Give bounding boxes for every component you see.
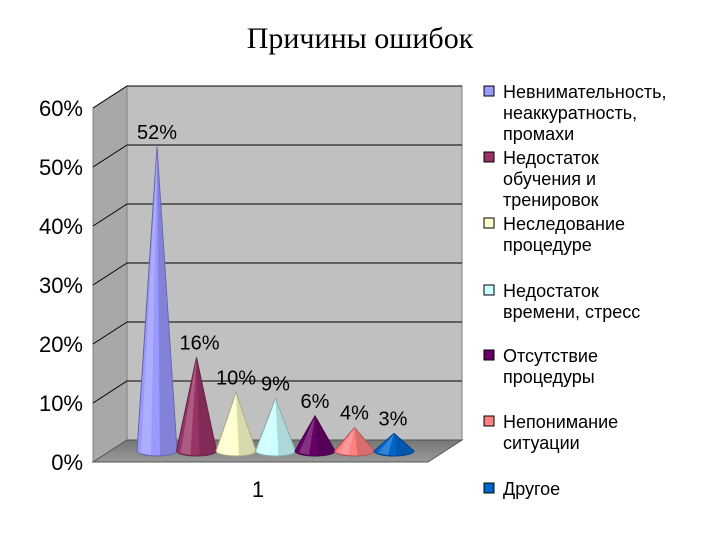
cone-3 bbox=[215, 390, 257, 457]
data-label: 4% bbox=[340, 403, 369, 425]
legend-swatch bbox=[483, 85, 495, 97]
cone-highlight bbox=[141, 146, 157, 456]
cone-shade bbox=[236, 392, 257, 456]
cone-shade bbox=[275, 398, 296, 456]
legend-swatch bbox=[483, 482, 495, 494]
data-label: 52% bbox=[137, 122, 177, 144]
legend-label: Непонимание bbox=[503, 412, 618, 432]
gridline-side bbox=[92, 321, 128, 345]
legend-label: Недостаток bbox=[503, 148, 599, 168]
legend-label: Невнимательность, bbox=[503, 82, 666, 102]
data-label: 9% bbox=[261, 373, 290, 395]
cone-shade bbox=[394, 433, 415, 456]
gridline-side bbox=[92, 85, 128, 109]
cone-highlight bbox=[220, 392, 236, 455]
legend-label: неаккуратность, bbox=[503, 103, 637, 123]
cone-highlight bbox=[180, 357, 197, 455]
gridline-side bbox=[92, 380, 128, 404]
data-label: 6% bbox=[301, 391, 330, 413]
legend-label: Другое bbox=[503, 479, 560, 499]
legend-label: тренировок bbox=[503, 190, 599, 210]
cone-5 bbox=[294, 414, 336, 457]
legend-swatch bbox=[483, 349, 495, 361]
legend-swatch bbox=[483, 284, 495, 296]
chart-title: Причины ошибок bbox=[246, 22, 474, 55]
y-axis-ticks: 0% 10% 20% 30% 40% 50% 60% bbox=[39, 96, 83, 475]
cone-highlight bbox=[259, 398, 276, 455]
gridline-side bbox=[92, 144, 128, 168]
y-tick-label: 40% bbox=[39, 214, 83, 239]
y-tick-label: 0% bbox=[51, 450, 83, 475]
legend-swatch bbox=[483, 415, 495, 427]
y-tick-label: 30% bbox=[39, 273, 83, 298]
cone-2 bbox=[175, 357, 218, 457]
legend-label: процедуре bbox=[503, 235, 592, 255]
legend-entry: Другое bbox=[483, 479, 560, 499]
cone-4 bbox=[254, 396, 297, 457]
legend-label: обучения и bbox=[503, 169, 596, 189]
legend-label: времени, стресс bbox=[503, 302, 640, 322]
cone-highlight bbox=[338, 427, 355, 455]
legend-label: промахи bbox=[503, 124, 574, 144]
legend: Невнимательность,неаккуратность,промахиН… bbox=[483, 82, 666, 499]
y-tick-label: 20% bbox=[39, 332, 83, 357]
y-tick-label: 50% bbox=[39, 155, 83, 180]
legend-label: Неследование bbox=[503, 214, 625, 234]
data-labels: 52% 16% 10% 9% 6% 4% 3% bbox=[137, 122, 408, 431]
legend-swatch bbox=[483, 217, 495, 229]
legend-label: Отсутствие bbox=[503, 346, 598, 366]
gridlines bbox=[92, 85, 462, 404]
cone-1 bbox=[136, 146, 178, 457]
data-label: 3% bbox=[379, 408, 408, 430]
cone-shade bbox=[196, 357, 217, 456]
legend-entry: Невнимательность,неаккуратность,промахи bbox=[483, 82, 666, 144]
legend-swatch bbox=[483, 151, 495, 163]
gridline-side bbox=[92, 262, 128, 286]
cones bbox=[136, 146, 415, 457]
data-label: 10% bbox=[216, 368, 256, 390]
cone-shade bbox=[354, 427, 375, 456]
y-tick-label: 10% bbox=[39, 391, 83, 416]
cone-shade bbox=[315, 415, 336, 456]
legend-label: процедуры bbox=[503, 367, 595, 387]
legend-label: ситуации bbox=[503, 433, 580, 453]
cone-highlight bbox=[378, 433, 394, 455]
x-category-label: 1 bbox=[252, 477, 264, 502]
gridline-side bbox=[92, 203, 128, 227]
legend-label: Недостаток bbox=[503, 281, 599, 301]
data-label: 16% bbox=[179, 332, 219, 354]
y-tick-label: 60% bbox=[39, 96, 83, 121]
cone-7 bbox=[373, 432, 415, 457]
x-axis: 1 bbox=[252, 477, 264, 502]
cone-shade bbox=[157, 146, 178, 457]
cone-highlight bbox=[299, 415, 315, 455]
